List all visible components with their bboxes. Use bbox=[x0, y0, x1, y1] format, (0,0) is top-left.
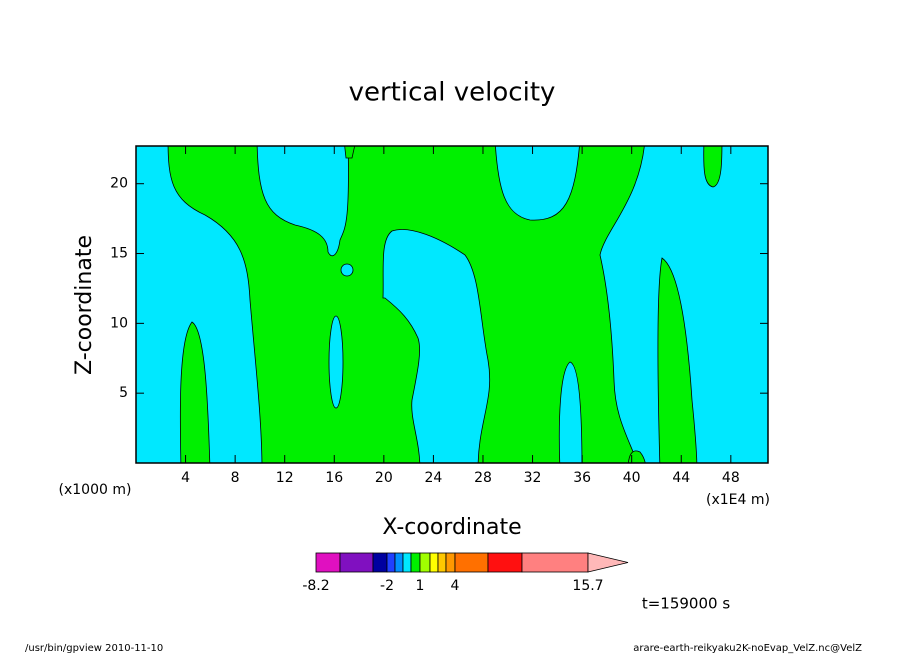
x-tick-label: 8 bbox=[231, 470, 240, 486]
colorbar-box bbox=[521, 552, 589, 573]
colorbar-box bbox=[394, 552, 404, 573]
colorbar-box bbox=[487, 552, 523, 573]
colorbar-box bbox=[437, 552, 447, 573]
colorbar-box bbox=[372, 552, 388, 573]
colorbar-box bbox=[315, 552, 341, 573]
y-tick-label: 15 bbox=[110, 246, 128, 262]
x-axis-label: X-coordinate bbox=[382, 515, 521, 540]
contour-region bbox=[703, 146, 723, 188]
colorbar-label: 1 bbox=[416, 578, 425, 594]
x-tick-label: 36 bbox=[573, 470, 591, 486]
colorbar-extension bbox=[587, 552, 629, 573]
y-axis-label: Z-coordinate bbox=[72, 235, 97, 375]
x-tick-label: 4 bbox=[181, 470, 190, 486]
x-tick-label: 24 bbox=[424, 470, 442, 486]
colorbar-label: 15.7 bbox=[572, 578, 603, 594]
y-tick-label: 20 bbox=[110, 176, 128, 192]
contour-region bbox=[344, 146, 356, 159]
contour-region bbox=[340, 263, 354, 277]
plot-frame bbox=[135, 145, 769, 464]
colorbar-label: -8.2 bbox=[302, 578, 329, 594]
x-tick-label: 20 bbox=[375, 470, 393, 486]
contour-region bbox=[256, 146, 349, 257]
contour-region bbox=[328, 315, 344, 409]
x-tick-label: 12 bbox=[276, 470, 294, 486]
y-tick-label: 5 bbox=[119, 385, 128, 401]
colorbar-box bbox=[419, 552, 431, 573]
colorbar-box bbox=[339, 552, 374, 573]
x-tick-label: 16 bbox=[325, 470, 343, 486]
contour-region bbox=[657, 257, 698, 463]
x-unit-label: (x1E4 m) bbox=[706, 492, 770, 508]
colorbar-label: 4 bbox=[451, 578, 460, 594]
colorbar-box bbox=[402, 552, 412, 573]
contour-region bbox=[628, 450, 646, 463]
contour-region bbox=[382, 229, 491, 463]
chart-title: vertical velocity bbox=[349, 78, 556, 108]
footer-right: arare-earth-reikyaku2K-noEvap_VelZ.nc@Ve… bbox=[633, 643, 862, 654]
colorbar-label: -2 bbox=[380, 578, 394, 594]
contour-region bbox=[179, 321, 211, 463]
contour-region bbox=[558, 361, 583, 463]
x-tick-label: 32 bbox=[524, 470, 542, 486]
x-unit-label: (x1000 m) bbox=[59, 482, 132, 498]
colorbar-box bbox=[429, 552, 439, 573]
colorbar-box bbox=[386, 552, 396, 573]
contour-field bbox=[136, 146, 768, 463]
x-tick-label: 48 bbox=[722, 470, 740, 486]
colorbar-box bbox=[410, 552, 421, 573]
y-tick-label: 10 bbox=[110, 315, 128, 331]
x-tick-label: 40 bbox=[623, 470, 641, 486]
time-label: t=159000 s bbox=[642, 595, 730, 613]
contour-region bbox=[495, 146, 580, 221]
x-tick-label: 44 bbox=[672, 470, 690, 486]
footer-left: /usr/bin/gpview 2010-11-10 bbox=[25, 643, 163, 654]
colorbar-box bbox=[445, 552, 456, 573]
colorbar-box bbox=[454, 552, 489, 573]
x-tick-label: 28 bbox=[474, 470, 492, 486]
